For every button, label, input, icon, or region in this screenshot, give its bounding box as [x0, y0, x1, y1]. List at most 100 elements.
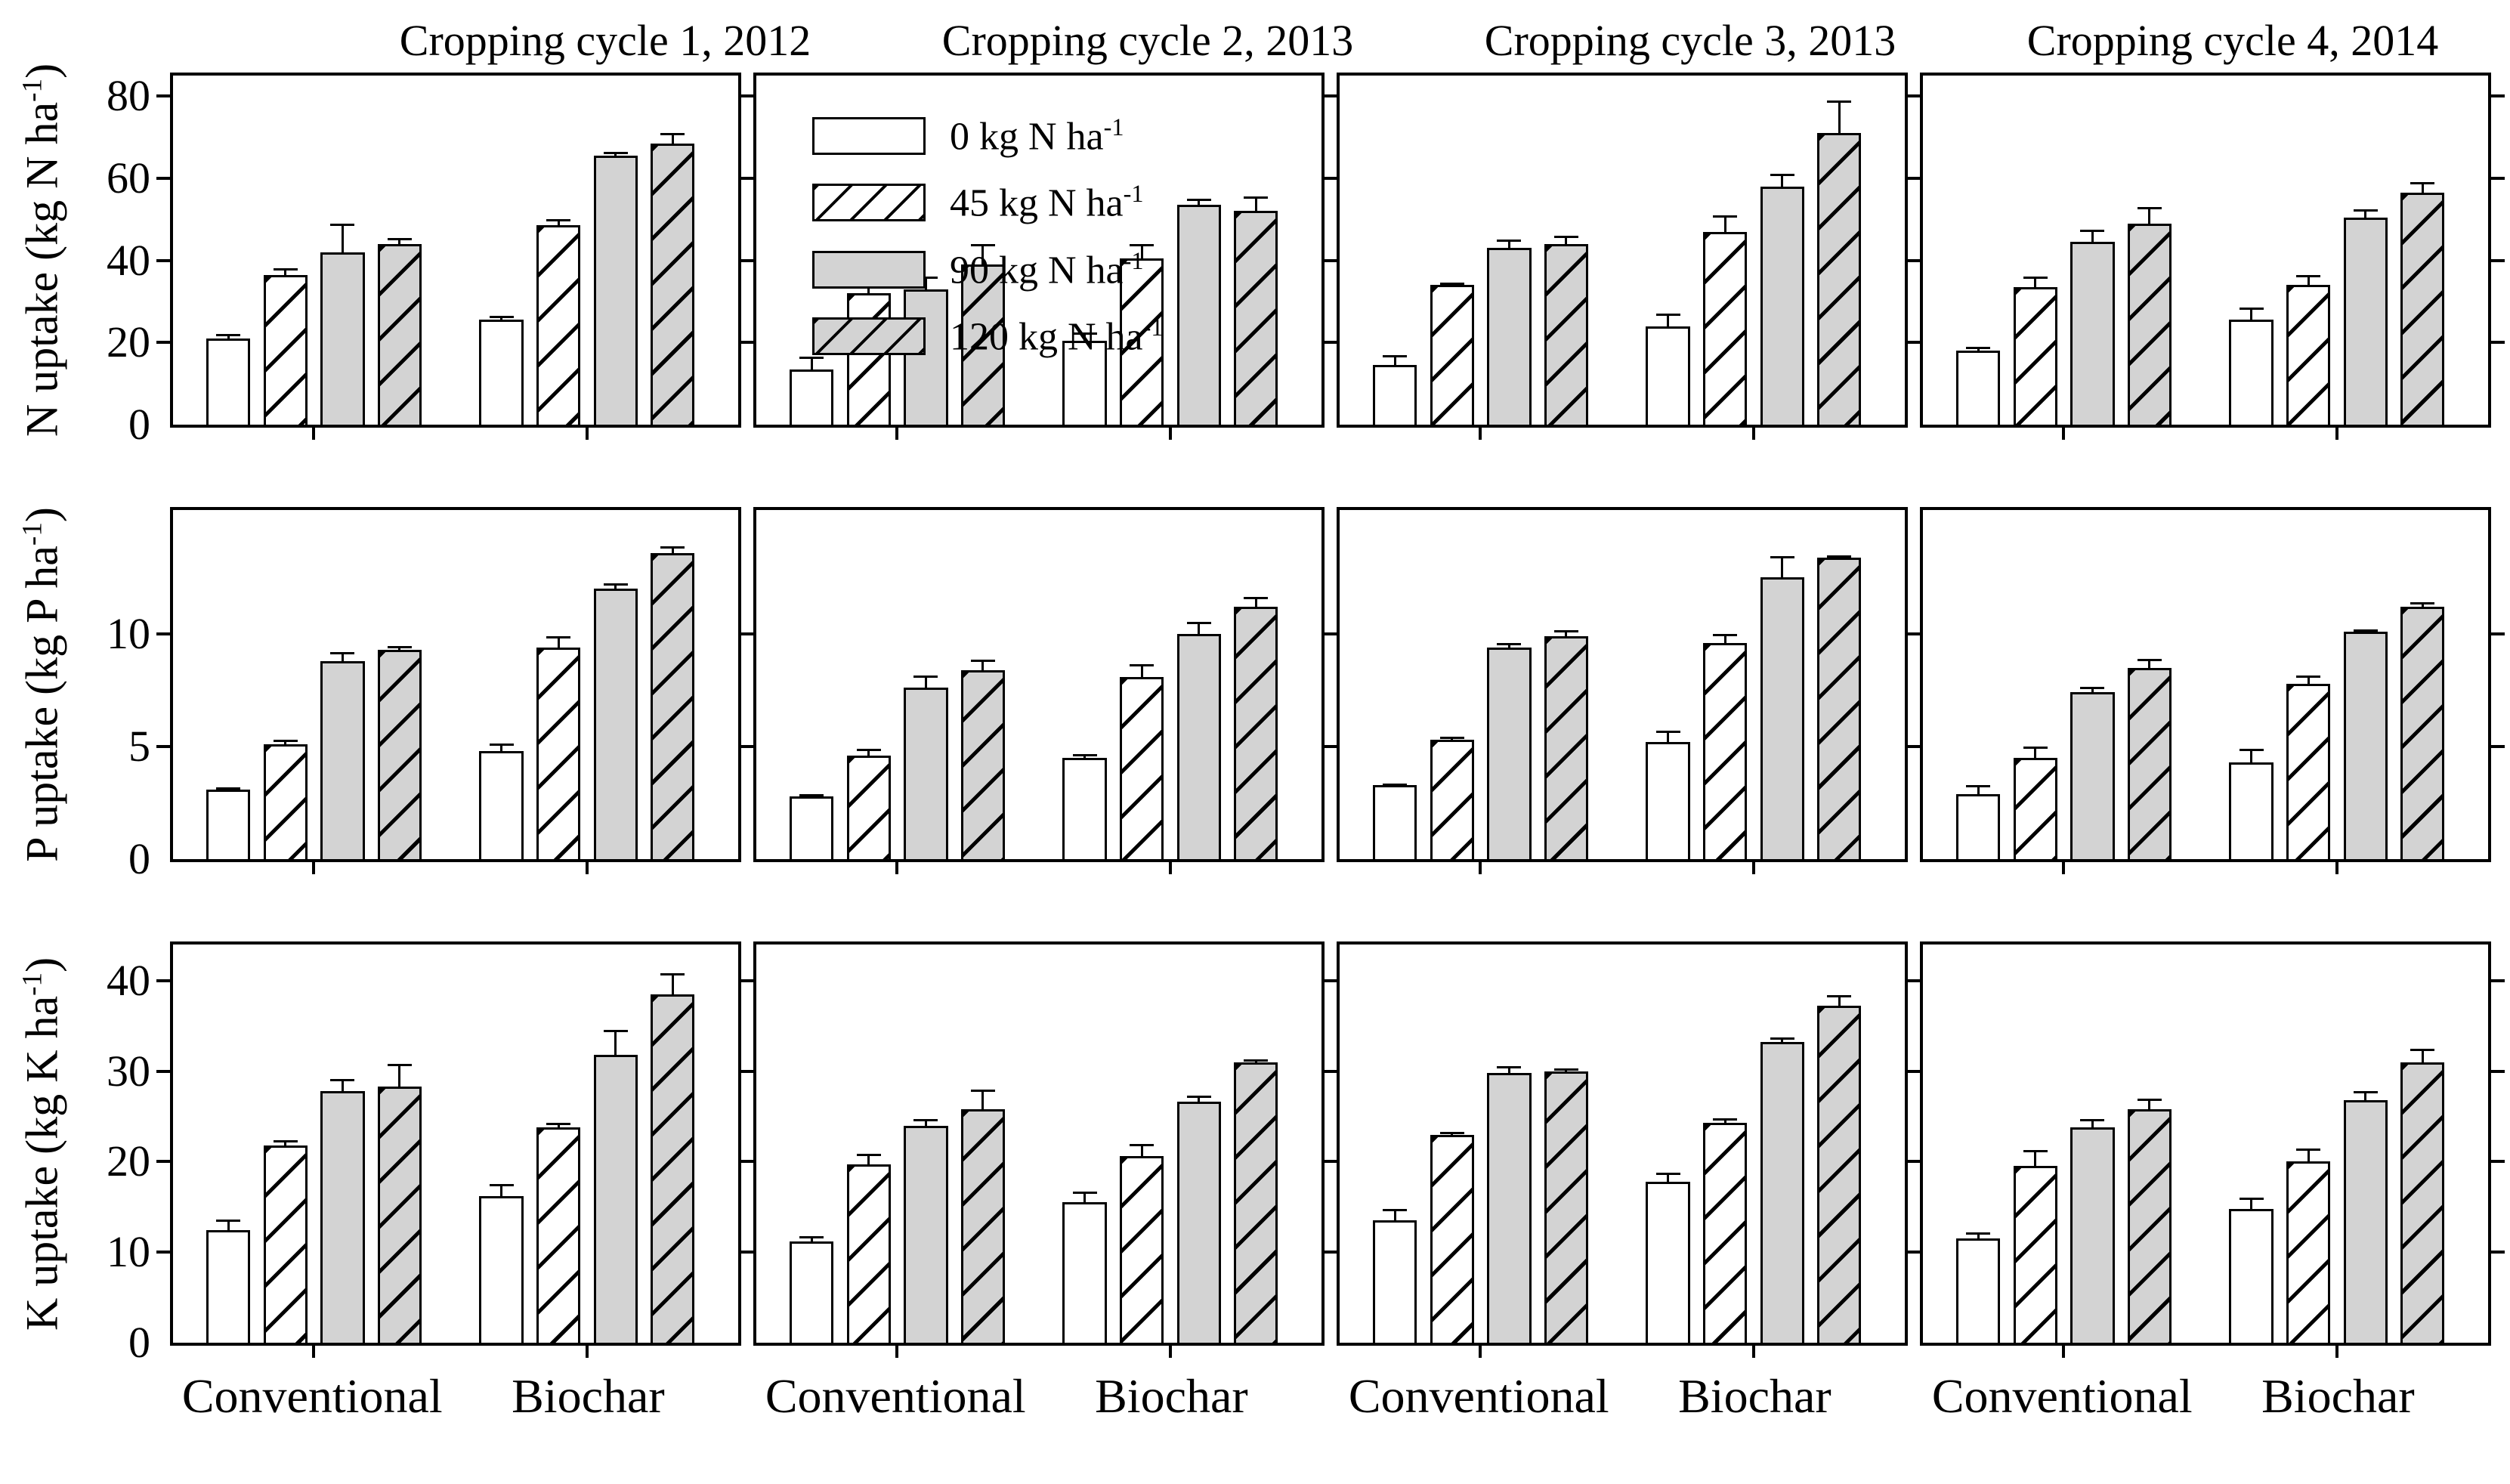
error-bar-stem [1198, 1096, 1201, 1102]
y-tick-mark [740, 341, 753, 345]
y-tick-mark [740, 1069, 753, 1073]
error-bar-cap [970, 660, 995, 663]
error-bar-cap [799, 793, 824, 796]
error-bar-cap [856, 1153, 881, 1156]
error-bar-cap [1186, 199, 1211, 202]
x-tick-mark [312, 862, 316, 874]
error-bar-stem [1507, 1065, 1510, 1074]
error-bar-cap [1130, 1143, 1155, 1146]
y-tick-mark [156, 176, 170, 180]
bar-conventional-0kgN [1373, 365, 1417, 425]
error-bar-cap [1827, 555, 1852, 558]
error-bar-cap [603, 151, 628, 154]
error-bar-cap [1244, 196, 1269, 199]
x-tick-mark [585, 428, 589, 440]
error-bar-cap [799, 1235, 824, 1238]
y-tick-mark [1323, 176, 1337, 180]
error-bar-cap [1827, 995, 1852, 998]
error-bar-stem [2091, 1119, 2094, 1127]
error-bar-cap [546, 635, 571, 638]
error-bar-cap [2137, 206, 2162, 209]
x-axis-labels-row: Conventional Biochar Conventional Biocha… [170, 1368, 2510, 1452]
x-label-cell: Conventional Biochar [170, 1368, 741, 1452]
bar-biochar-90kgN [1176, 205, 1221, 425]
error-bar-cap [2410, 182, 2435, 185]
y-tick-mark [1906, 632, 1920, 635]
y-tick-label: 0 [128, 834, 150, 883]
error-bar-stem [2034, 1149, 2037, 1167]
bar-conventional-90kgN [2070, 1127, 2115, 1343]
error-bar-stem [924, 1119, 927, 1126]
y-tick-mark [740, 979, 753, 982]
error-bar-cap [546, 1122, 571, 1125]
bar-biochar-90kgN [593, 1055, 638, 1343]
error-bar-cap [1244, 1059, 1269, 1062]
bar-biochar-45kgN [1702, 1122, 1748, 1343]
error-bar-stem [1140, 664, 1143, 677]
error-bar-stem [2148, 1098, 2151, 1109]
y-tick-mark [1323, 94, 1337, 98]
error-bar-cap [1383, 1208, 1408, 1211]
error-bar-stem [671, 133, 674, 144]
error-bar-cap [489, 743, 514, 746]
error-bar-stem [981, 1089, 985, 1109]
bar-biochar-0kgN [2229, 1208, 2274, 1343]
y-tick-mark [156, 1069, 170, 1073]
error-bar-stem [867, 748, 870, 756]
error-bar-cap [2023, 277, 2048, 280]
error-bar-cap [1713, 215, 1738, 218]
bar-biochar-90kgN [1176, 1102, 1221, 1343]
subplot-panel [1323, 73, 1908, 440]
subplot-panel [156, 73, 741, 440]
bar-biochar-120kgN [1234, 607, 1278, 859]
error-bar-cap [660, 133, 685, 136]
error-bar-cap [1770, 1037, 1794, 1040]
y-tick-mark [740, 176, 753, 180]
y-tick-label: 40 [107, 955, 150, 1005]
column-title-cycle-4: Cropping cycle 4, 2014 [2026, 15, 2439, 65]
chart-row: K uptake (kg K ha-1) 0 10 20 30 40 [0, 941, 2510, 1365]
error-bar-cap [2080, 229, 2105, 232]
error-bar-cap [1966, 784, 1991, 787]
error-bar-cap [1072, 754, 1097, 757]
error-bar-cap [2137, 1098, 2162, 1101]
error-bar-cap [603, 1029, 628, 1032]
error-bar-stem [2421, 1048, 2424, 1062]
bar-biochar-45kgN [1119, 258, 1164, 425]
group-label-biochar: Biochar [512, 1369, 665, 1423]
bar-biochar-45kgN [536, 225, 581, 425]
error-bar-stem [981, 243, 985, 265]
error-bar-stem [1667, 1172, 1670, 1182]
error-bar-stem [1723, 633, 1726, 643]
error-bar-stem [1977, 1232, 1980, 1239]
error-bar-stem [1083, 1192, 1087, 1203]
bar-biochar-0kgN [1062, 757, 1107, 859]
y-axis-gutter: K uptake (kg K ha-1) 0 10 20 30 40 [0, 941, 170, 1364]
error-bar-cap [970, 243, 995, 246]
y-tick-label: 0 [128, 400, 150, 449]
y-tick-mark [2491, 176, 2505, 180]
bar-biochar-120kgN [1234, 211, 1278, 425]
bar-biochar-90kgN [2343, 1100, 2388, 1343]
error-bar-cap [2239, 748, 2264, 751]
error-bar-stem [557, 1122, 560, 1127]
bar-biochar-90kgN [1176, 633, 1221, 859]
bar-conventional-120kgN [1544, 1071, 1589, 1343]
bar-conventional-0kgN [790, 369, 834, 425]
bar-conventional-120kgN [2127, 1109, 2172, 1343]
legend-label: 120 kg N ha-1 [950, 313, 1164, 359]
y-tick-label: 10 [107, 608, 150, 658]
x-tick-mark [2335, 1346, 2338, 1358]
bar-conventional-0kgN [206, 1230, 251, 1343]
y-tick-label: 5 [128, 721, 150, 771]
bar-biochar-0kgN [1646, 1181, 1690, 1343]
error-bar-stem [810, 1235, 813, 1241]
error-bar-cap [2353, 209, 2378, 212]
x-tick-mark [1751, 1346, 1755, 1358]
error-bar-cap [1713, 633, 1738, 636]
legend-label: 0 kg N ha-1 [950, 113, 1124, 159]
subplot-panel [1906, 941, 2505, 1358]
error-bar-cap [1186, 1096, 1211, 1099]
column-titles-row: Cropping cycle 1, 2012 Cropping cycle 2,… [170, 8, 2510, 73]
y-tick-label: 40 [107, 235, 150, 285]
